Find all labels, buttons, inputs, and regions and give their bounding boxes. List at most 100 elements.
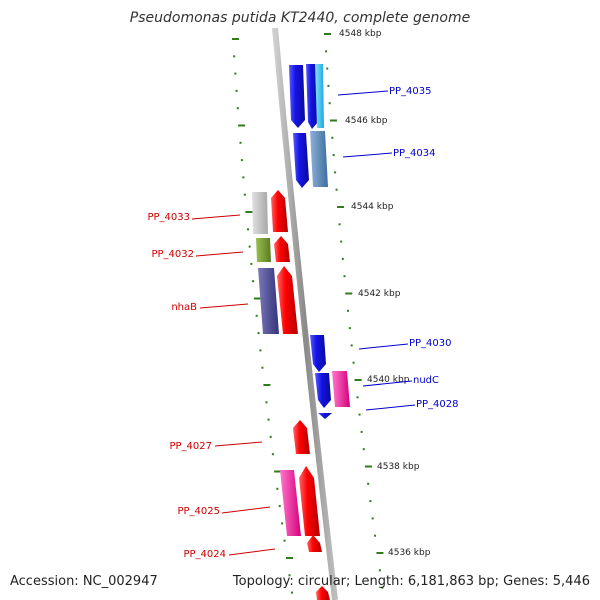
gene-label-pp4027[interactable]: PP_4027 [169, 441, 212, 452]
tick-mark [271, 453, 274, 456]
gene-label-pp4035[interactable]: PP_4035 [389, 86, 432, 97]
tick-mark [281, 522, 284, 525]
tick-mark [247, 228, 250, 231]
tick-mark [343, 275, 346, 278]
accession-info: Accession: NC_002947 [10, 574, 158, 589]
gene-label-pp4034[interactable]: PP_4034 [393, 148, 436, 159]
tick-mark [381, 586, 384, 589]
tick-mark [291, 591, 294, 594]
gene-arrow[interactable] [258, 268, 279, 334]
kbp-label-4542: 4542 kbp [358, 289, 401, 299]
gene-label-pp4032[interactable]: PP_4032 [151, 249, 194, 260]
gene-arrow[interactable] [289, 65, 305, 128]
gene-arrow[interactable] [306, 64, 318, 129]
tick-marks-left [232, 38, 294, 594]
tick-mark [358, 413, 361, 416]
gene-arrow[interactable] [310, 335, 326, 372]
tick-mark [369, 500, 372, 503]
tick-mark [360, 430, 363, 433]
tick-marks-right [324, 33, 384, 589]
tick-mark [378, 569, 381, 572]
tick-mark [253, 297, 261, 300]
tick-mark [278, 505, 281, 508]
tick-mark [243, 193, 246, 196]
tick-mark [327, 84, 330, 87]
gene-arrow[interactable] [277, 266, 298, 334]
gene-arrow[interactable] [315, 373, 331, 408]
tick-mark [233, 55, 236, 58]
tick-mark [259, 349, 262, 352]
tick-mark [331, 136, 334, 139]
tick-mark [348, 327, 351, 330]
tick-mark [324, 33, 331, 35]
tick-mark [364, 465, 372, 468]
gene-arrow[interactable] [318, 413, 332, 419]
gene-arrow[interactable] [310, 131, 328, 187]
gene-label-pp4028[interactable]: PP_4028 [416, 399, 459, 410]
tick-mark [242, 176, 245, 179]
kbp-label-4544: 4544 kbp [351, 202, 394, 212]
gene-arrow[interactable] [293, 133, 309, 188]
kbp-label-4548: 4548 kbp [339, 29, 382, 39]
tick-mark [285, 557, 293, 559]
tick-mark [269, 435, 272, 438]
gene-label-nudc[interactable]: nudC [413, 375, 439, 386]
tick-mark [265, 401, 268, 404]
gene-label-pp4024[interactable]: PP_4024 [183, 549, 226, 560]
tick-mark [340, 240, 343, 243]
tick-mark [329, 119, 337, 122]
tick-mark [250, 262, 253, 265]
gene-arrow[interactable] [316, 586, 330, 600]
tick-mark [352, 361, 355, 364]
tick-mark [356, 396, 359, 399]
tick-mark [245, 211, 253, 213]
tick-mark [261, 366, 264, 369]
kbp-label-4540: 4540 kbp [367, 375, 410, 385]
tick-mark [283, 539, 286, 542]
tick-mark [240, 159, 243, 162]
genome-title: Pseudomonas putida KT2440, complete geno… [129, 10, 471, 26]
tick-mark [235, 89, 238, 92]
genome-backbone [272, 27, 338, 600]
tick-mark [326, 67, 329, 70]
gene-arrow[interactable] [332, 371, 350, 407]
kbp-label-4546: 4546 kbp [345, 116, 388, 126]
tick-mark [371, 517, 374, 520]
gene-arrow[interactable] [307, 535, 322, 552]
tick-mark [350, 344, 353, 347]
tick-mark [335, 188, 338, 191]
tick-mark [239, 141, 242, 144]
tick-mark [276, 487, 279, 490]
tick-mark [248, 245, 251, 248]
tick-mark [334, 171, 337, 174]
tick-mark [337, 206, 345, 208]
gene-arrow[interactable] [299, 466, 320, 536]
gene-arrow[interactable] [252, 192, 268, 234]
tick-mark [232, 38, 239, 40]
tick-mark [374, 534, 377, 537]
tick-mark [376, 552, 384, 554]
kbp-label-4536: 4536 kbp [388, 548, 431, 558]
gene-arrow[interactable] [293, 420, 310, 454]
gene-arrow[interactable] [256, 238, 271, 262]
gene-arrow[interactable] [271, 190, 288, 232]
tick-mark [234, 72, 237, 75]
kbp-labels: 4548 kbp 4546 kbp 4544 kbp 4542 kbp 4540… [339, 29, 431, 558]
topology-info: Topology: circular; Length: 6,181,863 bp… [232, 574, 590, 589]
tick-mark [367, 482, 370, 485]
kbp-label-4538: 4538 kbp [377, 462, 420, 472]
tick-mark [345, 292, 353, 295]
tick-mark [332, 154, 335, 157]
tick-mark [338, 223, 341, 226]
gene-arrow[interactable] [315, 64, 324, 128]
gene-label-pp4033[interactable]: PP_4033 [147, 212, 190, 223]
gene-label-pp4025[interactable]: PP_4025 [177, 506, 220, 517]
gene-arrow[interactable] [280, 470, 301, 536]
gene-label-pp4030[interactable]: PP_4030 [409, 338, 452, 349]
gene-label-nhab[interactable]: nhaB [171, 302, 197, 313]
reverse-strand-genes [289, 64, 350, 419]
gene-labels: PP_4035 PP_4034 PP_4030 nudC PP_4028 PP_… [147, 86, 458, 560]
gene-arrow[interactable] [274, 236, 290, 262]
tick-mark [267, 418, 270, 421]
